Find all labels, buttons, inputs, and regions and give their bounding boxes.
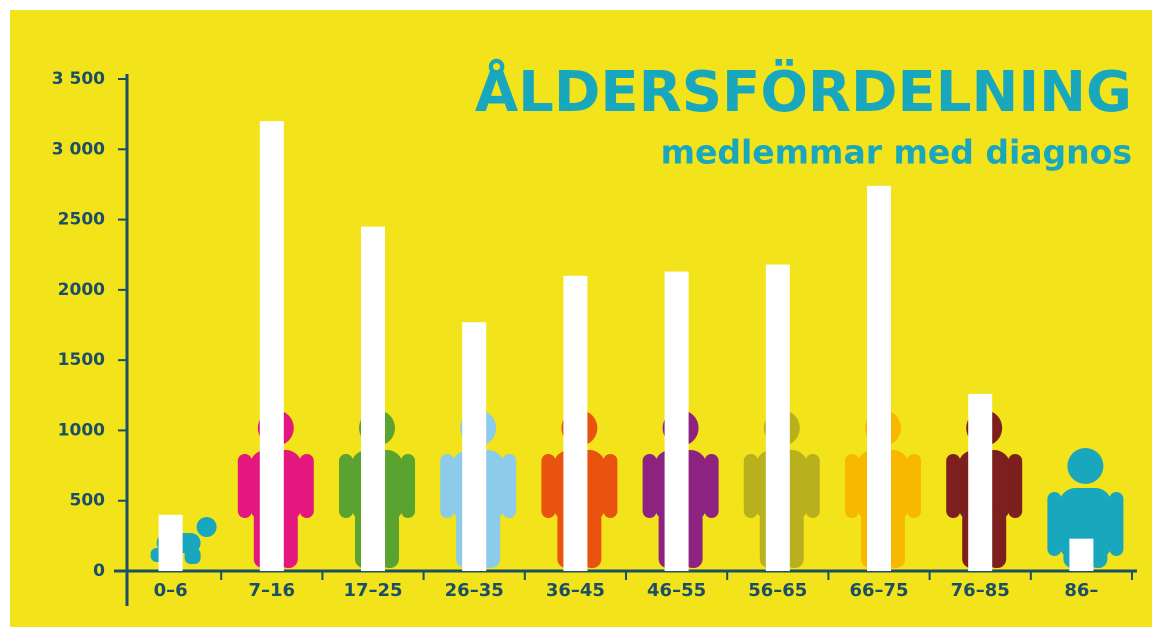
bar (664, 271, 689, 571)
x-tick-label: 56–65 (748, 580, 807, 601)
figure-arm (907, 454, 921, 518)
figure-head (196, 517, 217, 537)
figure-arm (299, 454, 314, 518)
x-tick-label: 17–25 (343, 580, 402, 601)
figure-arm (502, 454, 517, 518)
figure-arm (642, 454, 657, 518)
x-tick-label: 76–85 (951, 580, 1010, 601)
x-tick-label: 0–6 (154, 580, 188, 601)
figure-arm (805, 454, 820, 518)
figure-limb (184, 548, 201, 564)
bar (867, 185, 891, 571)
figure-arm (1047, 492, 1062, 556)
bar (765, 264, 790, 571)
bar (259, 121, 284, 572)
x-tick-label: 26–35 (445, 580, 504, 601)
figure-arm (704, 454, 719, 518)
chart-subtitle: medlemmar med diagnos (661, 133, 1132, 172)
x-tick-label: 66–75 (849, 580, 908, 601)
y-tick-label: 1000 (58, 420, 105, 440)
figure-arm (845, 454, 859, 518)
figure-arm (401, 454, 415, 518)
y-tick-label: 2500 (58, 210, 105, 230)
figure-arm (1008, 454, 1023, 518)
chart-title: ÅLDERSFÖRDELNING (475, 59, 1132, 125)
figure-arm (1109, 492, 1124, 556)
bar (1069, 538, 1094, 571)
figure-arm (603, 454, 618, 518)
y-tick-label: 3 000 (52, 139, 105, 159)
bar (361, 226, 385, 571)
bar (968, 393, 993, 571)
y-tick-label: 0 (93, 561, 105, 581)
x-tick-label: 7–16 (249, 580, 296, 601)
bar (462, 322, 487, 571)
x-tick-label: 46–55 (647, 580, 706, 601)
y-tick-label: 500 (70, 491, 106, 511)
figure-arm (946, 454, 961, 518)
x-tick-label: 36–45 (546, 580, 605, 601)
figure-head (1067, 448, 1104, 484)
bar (563, 275, 588, 571)
y-tick-label: 1500 (58, 350, 105, 370)
x-tick-label: 86– (1064, 580, 1098, 601)
figure-arm (339, 454, 353, 518)
figure-arm (440, 454, 455, 518)
y-tick-label: 3 500 (52, 69, 105, 89)
figure-arm (743, 454, 758, 518)
bar (158, 514, 183, 571)
figure-arm (541, 454, 556, 518)
figure-arm (237, 454, 252, 518)
y-tick-label: 2000 (58, 280, 105, 300)
